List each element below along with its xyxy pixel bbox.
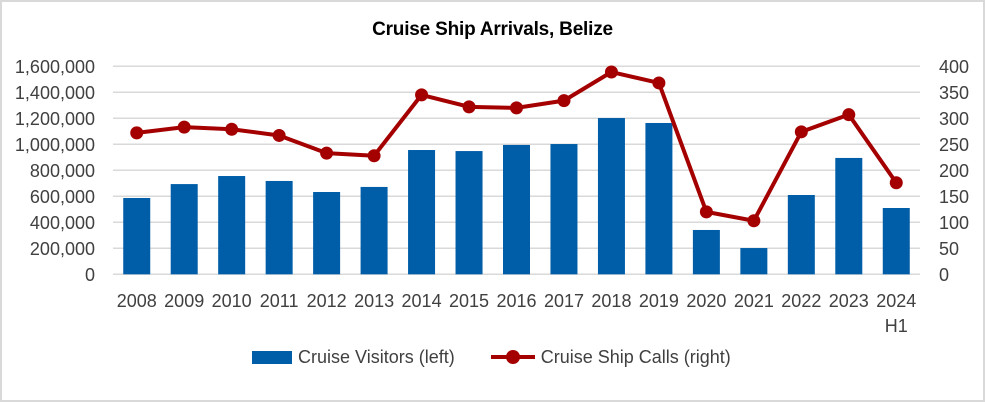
right-tick-label: 200 xyxy=(939,161,969,181)
right-tick-label: 150 xyxy=(939,187,969,207)
bar xyxy=(597,118,625,275)
right-tick-label: 400 xyxy=(939,57,969,77)
x-tick-label: 2018 xyxy=(591,291,631,311)
bar xyxy=(550,144,578,275)
right-tick-label: 250 xyxy=(939,135,969,155)
legend-label-cruise-visitors: Cruise Visitors (left) xyxy=(298,346,455,367)
bar xyxy=(692,229,720,275)
x-tick-label: 2017 xyxy=(544,291,584,311)
left-tick-label: 1,600,000 xyxy=(15,57,95,77)
line-marker xyxy=(130,126,144,140)
line-marker xyxy=(557,94,571,108)
bar xyxy=(170,184,198,275)
bar xyxy=(503,144,530,275)
bar xyxy=(265,180,293,275)
left-tick-label: 200,000 xyxy=(30,239,95,259)
line-marker xyxy=(747,214,761,228)
bar xyxy=(123,197,151,275)
legend: Cruise Visitors (left) Cruise Ship Calls… xyxy=(252,344,731,370)
line-marker xyxy=(367,149,381,163)
bar xyxy=(360,186,388,275)
x-tick-label: 2022 xyxy=(781,291,821,311)
line-marker xyxy=(510,101,523,115)
line-marker-swatch-icon xyxy=(490,350,535,364)
bar xyxy=(787,195,815,275)
line-marker xyxy=(320,146,334,160)
x-axis-labels: 2008 2009 2010 2011 2012 2013 2014 2015 2016 2017… xyxy=(117,291,917,336)
bar xyxy=(882,208,910,275)
left-tick-label: 1,400,000 xyxy=(15,83,95,103)
bar-series-cruise-visitors xyxy=(123,118,910,275)
x-tick-label: 2020 xyxy=(686,291,726,311)
x-tick-label: 2021 xyxy=(734,291,774,311)
x-tick-label: 2024 xyxy=(876,291,916,311)
bar xyxy=(455,151,483,275)
legend-label-cruise-ship-calls: Cruise Ship Calls (right) xyxy=(540,346,731,367)
legend-item-cruise-visitors: Cruise Visitors (left) xyxy=(252,347,455,368)
x-tick-label: 2023 xyxy=(829,291,869,311)
right-tick-label: 0 xyxy=(939,265,949,285)
bar xyxy=(645,122,673,275)
x-tick-label: 2013 xyxy=(354,291,394,311)
left-tick-label: 0 xyxy=(85,265,95,285)
line-marker xyxy=(272,128,286,142)
right-axis-ticks: 0 50 100 150 200 250 300 350 400 xyxy=(939,57,969,285)
line-marker xyxy=(699,205,713,219)
x-tick-label: 2015 xyxy=(449,291,489,311)
right-tick-label: 100 xyxy=(939,213,969,233)
right-tick-label: 50 xyxy=(939,239,959,259)
left-tick-label: 800,000 xyxy=(30,161,95,181)
line-marker xyxy=(794,125,808,139)
line-marker xyxy=(415,88,429,102)
line-marker xyxy=(462,100,476,114)
left-tick-label: 1,000,000 xyxy=(15,135,95,155)
line-marker xyxy=(225,122,239,136)
x-tick-label: 2011 xyxy=(260,291,299,311)
left-tick-label: 400,000 xyxy=(30,213,95,233)
x-tick-label: 2016 xyxy=(496,291,536,311)
right-tick-label: 300 xyxy=(939,109,969,129)
x-tick-label: 2012 xyxy=(307,291,347,311)
x-tick-label: 2009 xyxy=(164,291,204,311)
x-tick-label: 2019 xyxy=(639,291,679,311)
bar xyxy=(740,248,768,275)
x-tick-label: H1 xyxy=(885,316,908,336)
left-tick-label: 1,200,000 xyxy=(15,109,95,129)
bar xyxy=(835,157,863,275)
bar xyxy=(408,150,436,275)
line-marker xyxy=(842,108,856,122)
x-tick-label: 2014 xyxy=(402,291,442,311)
bar-swatch-icon xyxy=(252,350,292,364)
right-tick-label: 350 xyxy=(939,83,969,103)
bar xyxy=(218,176,246,275)
line-marker xyxy=(652,76,666,90)
line-marker xyxy=(604,65,618,79)
x-tick-label: 2008 xyxy=(117,291,157,311)
chart-title: Cruise Ship Arrivals, Belize xyxy=(372,19,613,40)
left-axis-ticks: 0 200,000 400,000 600,000 800,000 1,000,000 1,… xyxy=(15,57,95,285)
legend-item-cruise-ship-calls: Cruise Ship Calls (right) xyxy=(490,346,731,368)
bar xyxy=(313,192,341,275)
left-tick-label: 600,000 xyxy=(30,187,95,207)
line-series-cruise-ship-calls xyxy=(130,65,903,228)
x-tick-label: 2010 xyxy=(212,291,252,311)
line-marker xyxy=(177,120,191,134)
line-marker xyxy=(889,176,903,190)
